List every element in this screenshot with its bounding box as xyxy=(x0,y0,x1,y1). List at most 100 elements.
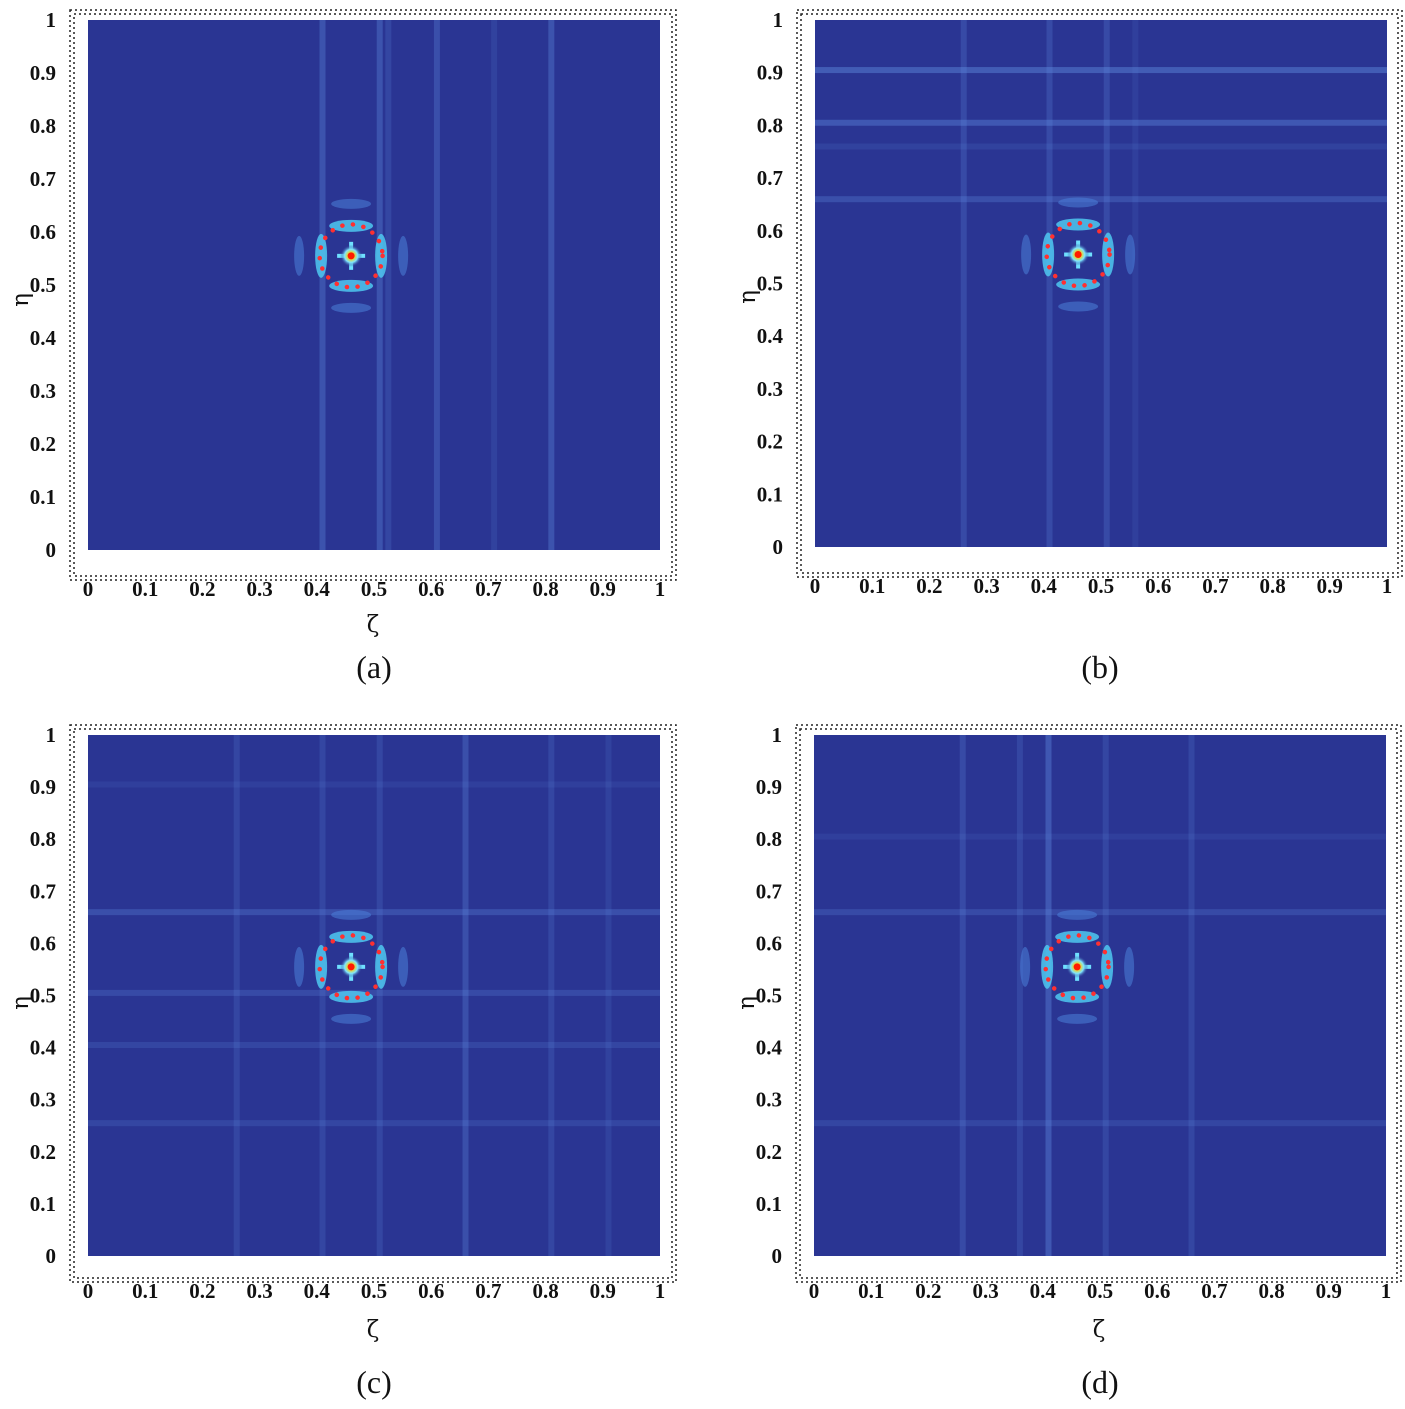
vertical-streak xyxy=(462,735,469,1256)
vertical-streak xyxy=(960,20,967,547)
y-tick-label: 0.3 xyxy=(30,379,56,403)
caption-d: (d) xyxy=(1081,1364,1118,1400)
y-tick-label: 0.6 xyxy=(30,220,56,244)
panel-b: 0 0.1 0.2 0.3 0.4 0.5 0.6 0.7 0.8 0.9 1 0 0.1 0.2 0.3 0… xyxy=(735,8,1403,598)
x-tick-label: 1 xyxy=(655,1279,666,1303)
sidelobe xyxy=(315,233,328,278)
heatmap-area xyxy=(88,735,660,1256)
y-tick-label: 0.5 xyxy=(757,272,783,296)
x-tick-label: 0.8 xyxy=(1259,574,1285,598)
x-axis-label: ζ xyxy=(1093,1317,1105,1343)
y-tick-label: 0 xyxy=(46,1244,57,1268)
vertical-streak xyxy=(548,735,555,1256)
x-tick-label: 0.1 xyxy=(858,1279,884,1303)
y-tick-label: 0.9 xyxy=(30,61,56,85)
x-tick-label: 0.9 xyxy=(590,1279,616,1303)
sidelobe-outer xyxy=(1057,909,1098,920)
x-tick-label: 0.4 xyxy=(1031,574,1058,598)
plot-frame-inner xyxy=(73,728,673,1279)
x-tick-label: 0.5 xyxy=(1087,1279,1113,1303)
y-tick-label: 1 xyxy=(46,723,57,747)
y-tick-label: 0.4 xyxy=(30,1036,57,1060)
horizontal-streak xyxy=(88,1041,660,1048)
horizontal-streak xyxy=(815,67,1387,74)
x-tick-label: 0.7 xyxy=(475,1279,501,1303)
x-tick-label: 0.6 xyxy=(1145,574,1171,598)
horizontal-streak xyxy=(88,781,660,788)
caption-b: (b) xyxy=(1081,649,1118,685)
y-tick-label: 0.9 xyxy=(756,775,782,799)
plot-frame-inner xyxy=(799,728,1398,1279)
x-axis-label: ζ xyxy=(367,1317,379,1343)
x-tick-label: 0.1 xyxy=(132,577,158,601)
y-tick-label: 0 xyxy=(773,535,784,559)
tick-labels: 0 0.1 0.2 0.3 0.4 0.5 0.6 0.7 0.8 0.9 1 0 0.1 0.2 0.3 0… xyxy=(30,8,666,601)
panel-c: 0 0.1 0.2 0.3 0.4 0.5 0.6 0.7 0.8 0.9 1 0 0.1 0.2 0.3 0… xyxy=(8,723,677,1343)
y-tick-label: 0.4 xyxy=(756,1036,783,1060)
vertical-streak xyxy=(1046,20,1053,547)
x-tick-label: 0 xyxy=(83,1279,94,1303)
sidelobe-outer xyxy=(1058,301,1099,312)
horizontal-streak xyxy=(815,196,1387,203)
vertical-streak xyxy=(233,735,240,1256)
sidelobe-outer xyxy=(331,1013,372,1024)
vertical-streak xyxy=(376,20,383,550)
sidelobe-outer xyxy=(331,302,372,313)
x-tick-label: 1 xyxy=(1382,574,1393,598)
peak-center xyxy=(1074,251,1082,259)
heatmap-background xyxy=(815,20,1387,547)
x-tick-label: 0.8 xyxy=(532,577,558,601)
x-tick-label: 0 xyxy=(809,1279,820,1303)
y-tick-label: 0.3 xyxy=(30,1088,56,1112)
x-tick-label: 0.3 xyxy=(246,1279,272,1303)
x-axis-label: ζ xyxy=(367,612,379,638)
sidelobe xyxy=(329,990,374,1003)
heatmap-background xyxy=(814,735,1386,1256)
y-tick-label: 0 xyxy=(46,538,57,562)
horizontal-streak xyxy=(814,909,1386,916)
horizontal-streak xyxy=(814,833,1386,840)
sidelobe-outer xyxy=(1058,197,1099,208)
x-tick-label: 0.8 xyxy=(1258,1279,1284,1303)
y-axis-label: η xyxy=(8,293,34,307)
x-tick-label: 0.6 xyxy=(418,1279,444,1303)
sidelobe-outer xyxy=(294,235,305,276)
sidelobe xyxy=(1056,278,1101,291)
x-tick-label: 0.9 xyxy=(1316,1279,1342,1303)
sidelobe-outer xyxy=(1020,946,1031,987)
sidelobe-outer xyxy=(331,198,372,209)
sidelobe-outer xyxy=(1124,946,1135,987)
sidelobe xyxy=(1042,232,1055,277)
x-tick-label: 0.3 xyxy=(246,577,272,601)
horizontal-streak xyxy=(88,909,660,916)
x-tick-label: 0.4 xyxy=(304,577,331,601)
x-tick-label: 0.2 xyxy=(916,574,942,598)
vertical-streak xyxy=(1045,735,1052,1256)
caption-a: (a) xyxy=(356,649,392,685)
vertical-streak xyxy=(319,735,326,1256)
x-tick-label: 0.7 xyxy=(1201,1279,1227,1303)
y-tick-label: 0.8 xyxy=(30,114,56,138)
sidelobe xyxy=(1055,990,1100,1003)
y-tick-label: 0.1 xyxy=(30,1192,56,1216)
heatmap-area xyxy=(814,735,1386,1256)
tick-labels: 0 0.1 0.2 0.3 0.4 0.5 0.6 0.7 0.8 0.9 1 0 0.1 0.2 0.3 0… xyxy=(756,723,1392,1303)
x-tick-label: 0.6 xyxy=(1144,1279,1170,1303)
y-tick-label: 0 xyxy=(772,1244,783,1268)
sidelobe-outer xyxy=(1125,234,1136,275)
y-tick-label: 0.8 xyxy=(756,827,782,851)
sidelobe-outer xyxy=(331,909,372,920)
horizontal-streak xyxy=(814,1120,1386,1127)
horizontal-streak xyxy=(88,989,660,996)
y-tick-label: 0.7 xyxy=(30,167,56,191)
x-tick-label: 0.5 xyxy=(361,1279,387,1303)
plot-frame-inner xyxy=(800,13,1399,574)
y-tick-label: 0.3 xyxy=(756,1088,782,1112)
y-tick-label: 1 xyxy=(773,8,784,32)
sidelobe xyxy=(329,279,374,292)
y-axis-label: η xyxy=(735,290,761,304)
vertical-streak xyxy=(548,20,555,550)
heatmap-background xyxy=(88,735,660,1256)
x-tick-label: 0.2 xyxy=(189,1279,215,1303)
